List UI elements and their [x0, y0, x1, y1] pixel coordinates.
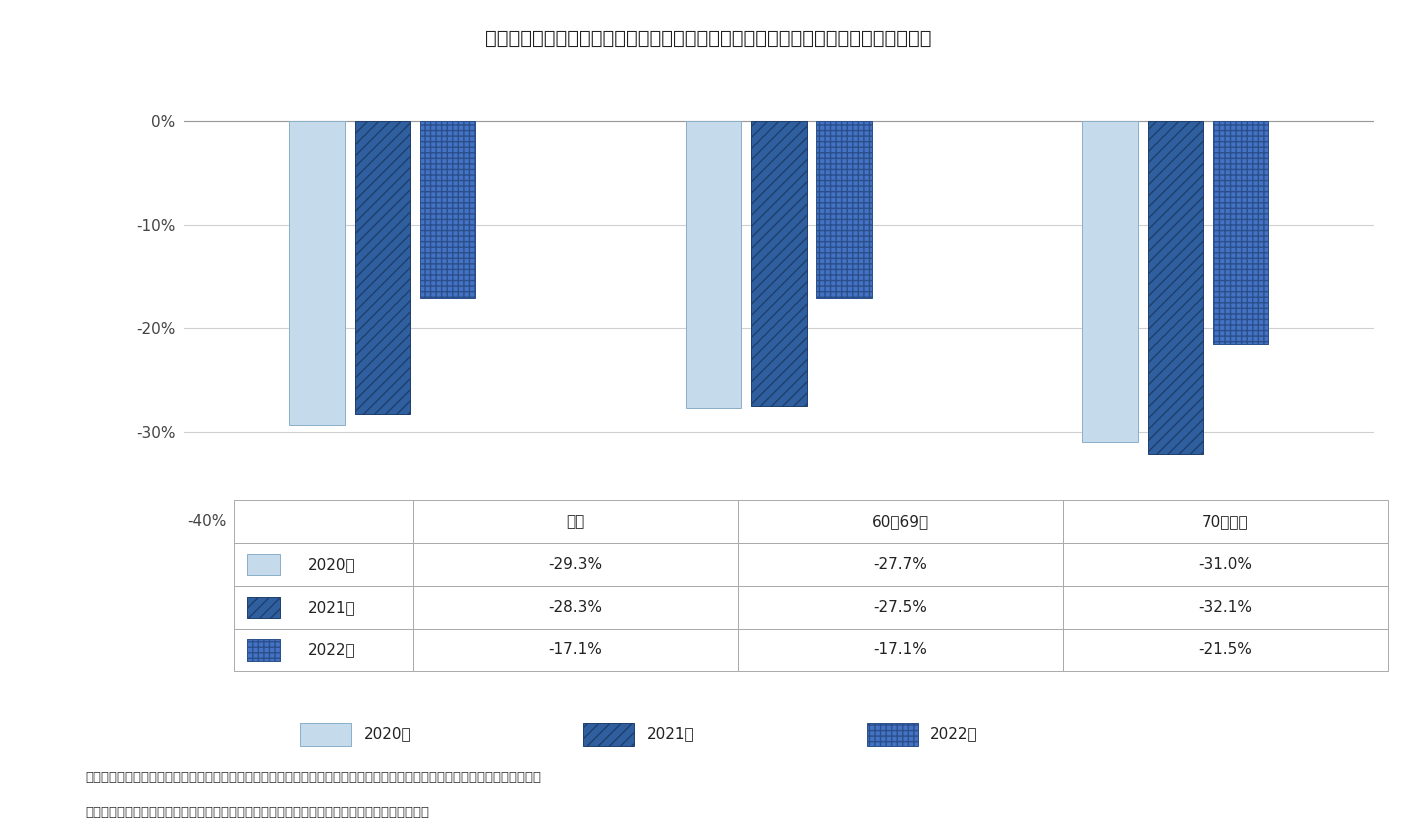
Bar	[421, 121, 476, 298]
Text: -17.1%: -17.1%	[548, 642, 602, 657]
Bar	[750, 121, 807, 406]
Bar	[738, 629, 1063, 671]
Text: 60～69歳: 60～69歳	[872, 515, 929, 530]
Bar	[412, 500, 738, 543]
Bar	[685, 121, 741, 408]
Bar	[1063, 500, 1388, 543]
Text: 2020年: 2020年	[364, 726, 412, 741]
Text: -29.3%: -29.3%	[548, 557, 602, 572]
Bar	[1214, 121, 1269, 344]
Text: -27.5%: -27.5%	[874, 600, 927, 615]
Bar	[248, 640, 280, 661]
Bar	[300, 723, 351, 746]
Bar	[738, 500, 1063, 543]
Bar	[1063, 543, 1388, 585]
Text: 2021年: 2021年	[309, 600, 355, 615]
Text: -17.1%: -17.1%	[874, 642, 927, 657]
Bar	[817, 121, 872, 298]
Bar	[289, 121, 344, 425]
Bar	[583, 723, 634, 746]
Text: 70歳以上: 70歳以上	[1202, 515, 1249, 530]
Text: -28.3%: -28.3%	[548, 600, 602, 615]
Bar	[1063, 585, 1388, 629]
Text: 2022年: 2022年	[930, 726, 978, 741]
Bar	[412, 629, 738, 671]
Text: -21.5%: -21.5%	[1198, 642, 1253, 657]
Text: 2021年: 2021年	[647, 726, 695, 741]
Text: 2020年: 2020年	[309, 557, 355, 572]
Text: -31.0%: -31.0%	[1198, 557, 1253, 572]
Bar	[412, 543, 738, 585]
Bar	[234, 500, 412, 543]
Bar	[738, 543, 1063, 585]
Bar	[234, 585, 412, 629]
Text: （備考）対面型サービス消費支出は「一般外食」「家事サービス」「保健医療サービス」「交通」「教養娯楽サービス」（放送: （備考）対面型サービス消費支出は「一般外食」「家事サービス」「保健医療サービス」…	[85, 771, 541, 785]
Bar	[354, 121, 411, 414]
Bar	[1147, 121, 1204, 454]
Bar	[412, 585, 738, 629]
Text: 2022年: 2022年	[309, 642, 355, 657]
Bar	[1082, 121, 1137, 442]
Bar	[1063, 629, 1388, 671]
Text: 受信料とインターネット接続料を除く）「理美容サービス」「介護サービス」の合計。: 受信料とインターネット接続料を除く）「理美容サービス」「介護サービス」の合計。	[85, 806, 429, 820]
Bar	[248, 554, 280, 575]
Text: -32.1%: -32.1%	[1198, 600, 1253, 615]
Text: -40%: -40%	[187, 515, 227, 530]
Bar	[867, 723, 918, 746]
Bar	[234, 629, 412, 671]
Text: 平均: 平均	[566, 515, 585, 530]
Text: 図３　コロナ前と比べた「対面型サービス」への消費支出額の変化（二人以上世帯）: 図３ コロナ前と比べた「対面型サービス」への消費支出額の変化（二人以上世帯）	[484, 29, 932, 48]
Text: -27.7%: -27.7%	[874, 557, 927, 572]
Bar	[248, 596, 280, 618]
Bar	[234, 543, 412, 585]
Bar	[738, 585, 1063, 629]
